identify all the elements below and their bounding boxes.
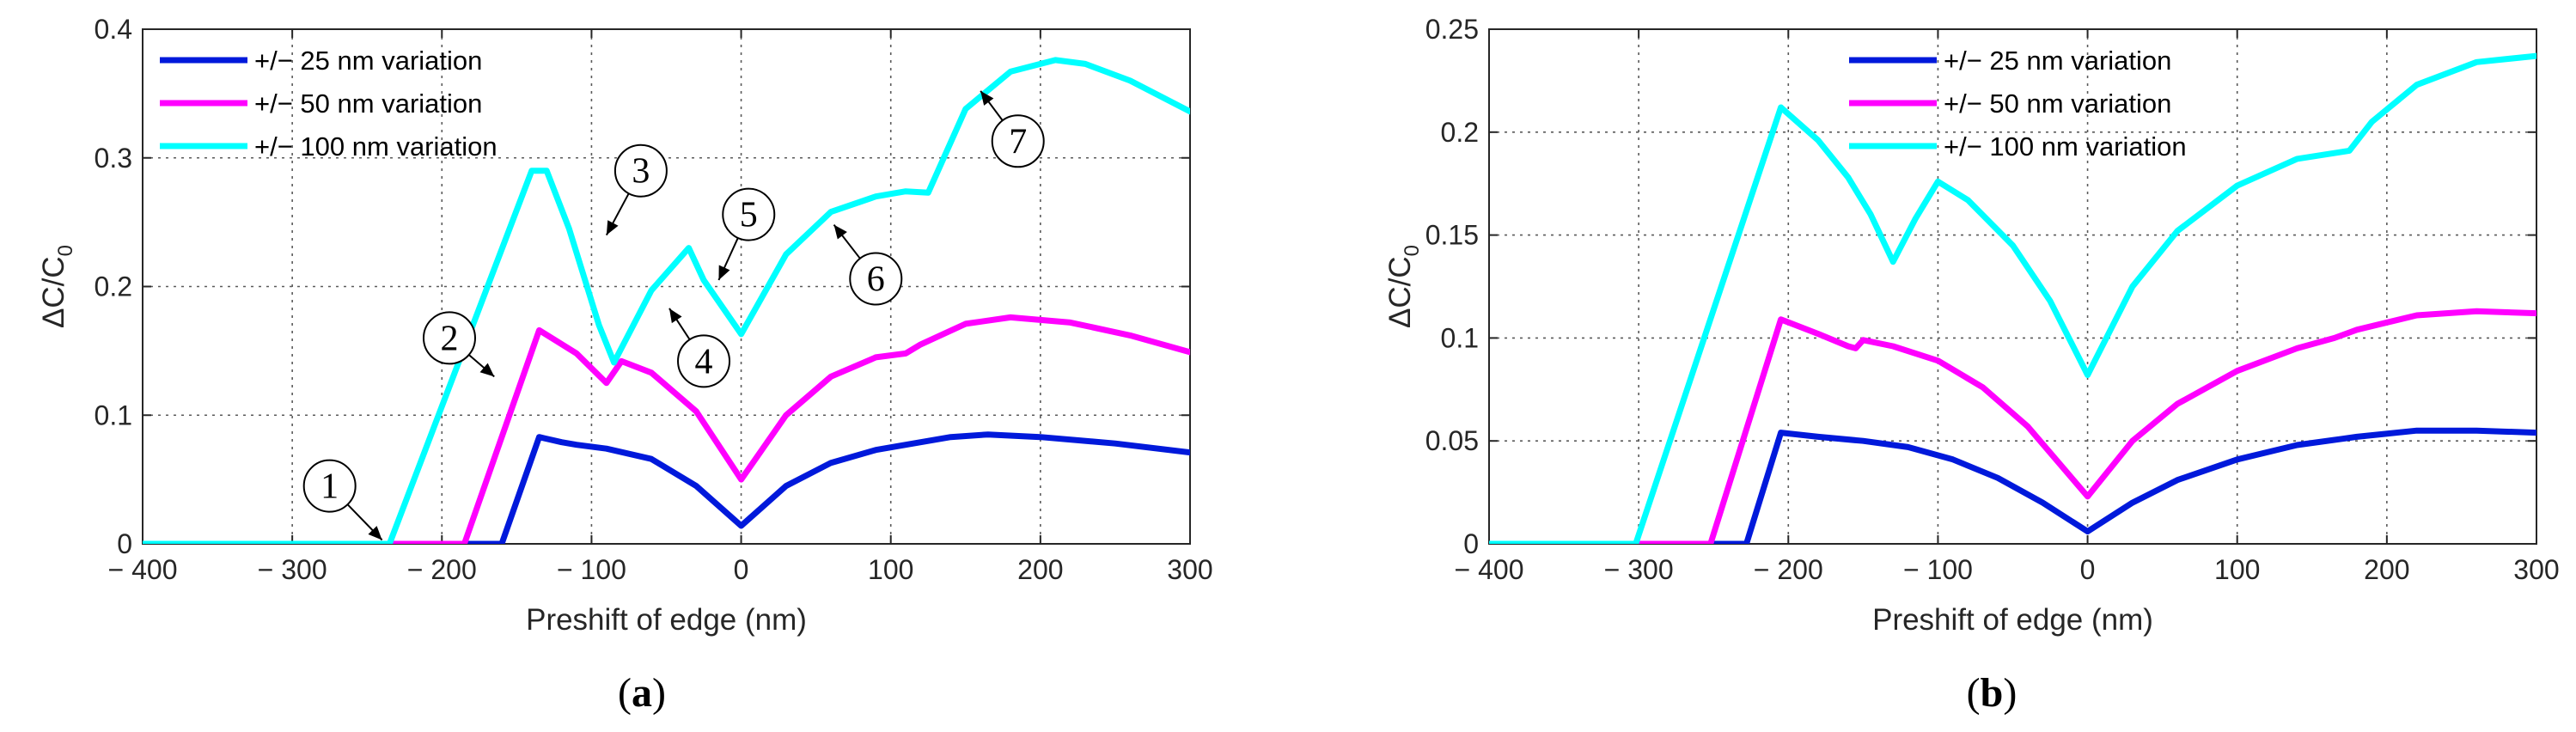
y-tick-label: 0 bbox=[117, 528, 132, 559]
panel-label-a: (a) bbox=[618, 670, 666, 716]
legend-label-3: +/− 100 nm variation bbox=[254, 131, 497, 162]
x-tick-label: − 100 bbox=[1903, 554, 1973, 585]
y-tick-label: 0.15 bbox=[1425, 220, 1479, 251]
y-axis-label-main: ΔC/C bbox=[37, 256, 70, 328]
x-tick-label: − 100 bbox=[557, 554, 626, 585]
x-tick-label: 200 bbox=[2364, 554, 2409, 585]
callout-circle-1 bbox=[302, 459, 357, 513]
x-tick-label: 100 bbox=[2214, 554, 2260, 585]
y-tick-label: 0.1 bbox=[1441, 322, 1479, 353]
y-axis-label: ΔC/C0 bbox=[37, 245, 77, 328]
y-tick-label: 0.2 bbox=[1441, 117, 1479, 148]
legend-label-2: +/− 50 nm variation bbox=[254, 88, 482, 119]
callout-number-3: 3 bbox=[632, 152, 650, 192]
callout-circle-2 bbox=[422, 311, 476, 365]
x-tick-label: 100 bbox=[868, 554, 913, 585]
panel-label-b: (b) bbox=[1967, 670, 2017, 716]
callout-arrowhead-3 bbox=[606, 220, 619, 235]
callout-number-2: 2 bbox=[440, 319, 458, 358]
series-line-2 bbox=[1489, 308, 2536, 544]
callout-arrowhead-6 bbox=[833, 224, 847, 240]
series-line-1 bbox=[143, 431, 1190, 544]
chart-panel-b: (b) − 400 − 300 − 200 − 100 0 100 200 300 0 0.05 0… bbox=[1383, 14, 2560, 716]
callout-arrowhead-4 bbox=[668, 308, 682, 324]
y-tick-label: 0.3 bbox=[95, 143, 132, 174]
x-tick-label: − 300 bbox=[1604, 554, 1674, 585]
x-axis-label: Preshift of edge (nm) bbox=[1872, 603, 2153, 637]
y-tick-label: 0.4 bbox=[95, 14, 132, 45]
x-tick-label: − 400 bbox=[108, 554, 178, 585]
series-line-1 bbox=[1489, 427, 2536, 544]
y-axis-label-subscript: 0 bbox=[1401, 245, 1424, 256]
callout-circle-5 bbox=[722, 187, 776, 241]
plot-frame bbox=[1488, 28, 2537, 545]
callout-number-6: 6 bbox=[867, 260, 885, 300]
callout-number-5: 5 bbox=[740, 196, 758, 235]
y-tick-label: 0.25 bbox=[1425, 14, 1479, 45]
callout-arrowhead-1 bbox=[368, 526, 382, 540]
callout-circle-4 bbox=[677, 334, 731, 388]
y-tick-label: 0 bbox=[1463, 528, 1479, 559]
series-line-3 bbox=[143, 57, 1190, 544]
callout-circle-7 bbox=[991, 114, 1045, 168]
x-tick-label: − 300 bbox=[258, 554, 327, 585]
callout-circle-3 bbox=[613, 143, 668, 198]
y-tick-label: 0.2 bbox=[95, 271, 132, 302]
callout-number-1: 1 bbox=[320, 467, 339, 507]
chart-panel-a: (a) − 400 − 300 − 200 − 100 0 100 200 300 0 0.1 0.… bbox=[37, 14, 1213, 716]
legend-label-1: +/− 25 nm variation bbox=[254, 46, 482, 76]
callout-arrowhead-2 bbox=[479, 363, 495, 377]
callout-number-4: 4 bbox=[695, 342, 713, 381]
x-tick-label: 200 bbox=[1017, 554, 1063, 585]
x-tick-label: − 200 bbox=[407, 554, 477, 585]
x-axis-label: Preshift of edge (nm) bbox=[526, 603, 807, 637]
legend-label-2: +/− 50 nm variation bbox=[1944, 88, 2171, 119]
callout-arrowhead-5 bbox=[718, 265, 730, 281]
legend-label-1: +/− 25 nm variation bbox=[1944, 46, 2171, 76]
y-axis-label-main: ΔC/C bbox=[1383, 256, 1417, 328]
callout-number-7: 7 bbox=[1009, 122, 1027, 162]
series-line-2 bbox=[143, 314, 1190, 544]
series-line-3 bbox=[1489, 52, 2536, 544]
x-tick-label: − 200 bbox=[1754, 554, 1823, 585]
x-tick-label: 0 bbox=[2080, 554, 2096, 585]
y-tick-label: 0.05 bbox=[1425, 425, 1479, 456]
callout-arrowhead-7 bbox=[980, 90, 994, 106]
y-tick-label: 0.1 bbox=[95, 400, 132, 430]
legend-label-3: +/− 100 nm variation bbox=[1944, 131, 2187, 162]
y-axis-label-subscript: 0 bbox=[54, 245, 77, 256]
x-tick-label: 0 bbox=[734, 554, 749, 585]
x-tick-label: 300 bbox=[1167, 554, 1212, 585]
y-axis-label: ΔC/C0 bbox=[1383, 245, 1424, 328]
x-tick-label: 300 bbox=[2513, 554, 2559, 585]
x-tick-label: − 400 bbox=[1455, 554, 1524, 585]
callout-circle-6 bbox=[849, 252, 903, 306]
